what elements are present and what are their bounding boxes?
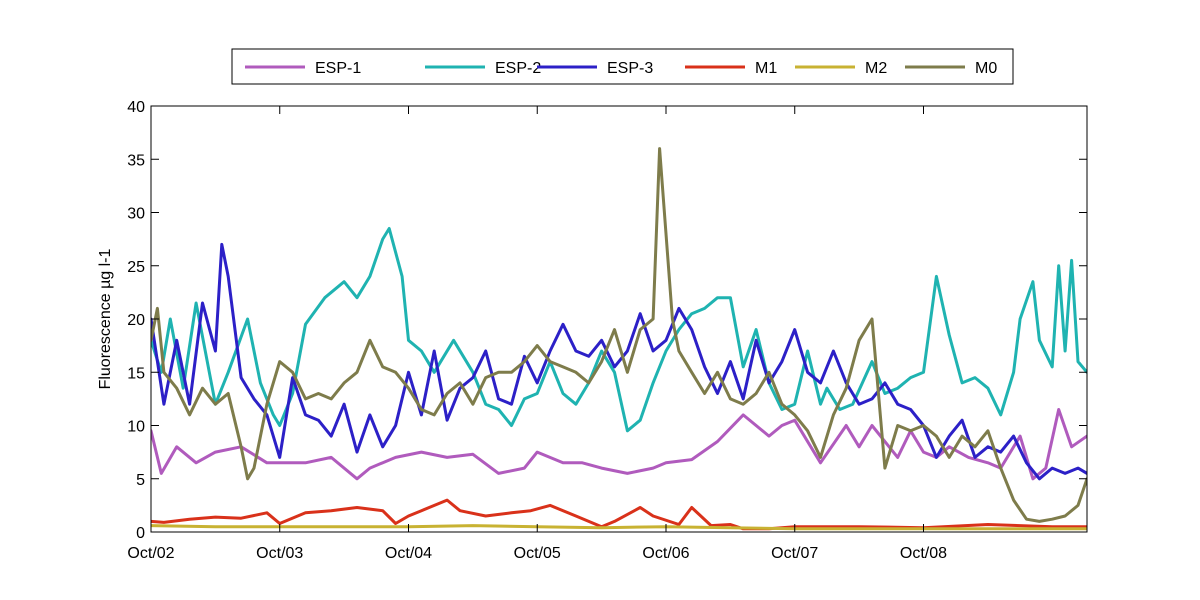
series-layer [151, 147, 1087, 531]
y-tick-label: 0 [136, 525, 145, 542]
y-axis-title: Fluorescence µg l-1 [97, 248, 114, 389]
y-tick-label: 5 [136, 472, 145, 489]
x-tick-label: Oct/02 [127, 545, 174, 562]
legend-label-esp-1: ESP-1 [315, 60, 361, 77]
legend: ESP-1 ESP-2 ESP-3 M1 M2 M0 [231, 48, 1014, 85]
y-tick-label: 15 [127, 365, 145, 382]
legend-label-esp-2: ESP-2 [495, 60, 541, 77]
y-tick-label: 40 [127, 99, 145, 116]
y-tick-label: 25 [127, 259, 145, 276]
y-tick-label: 35 [127, 152, 145, 169]
plot-area [150, 105, 1088, 533]
series-line-m0 [151, 147, 1087, 523]
legend-label-esp-3: ESP-3 [607, 60, 653, 77]
legend-box [231, 48, 1014, 85]
series-line-esp-2 [151, 227, 1087, 433]
x-tick-label: Oct/08 [900, 545, 947, 562]
x-tick-label: Oct/07 [771, 545, 818, 562]
legend-label-m0: M0 [975, 60, 997, 77]
legend-label-m2: M2 [865, 60, 887, 77]
legend-label-m1: M1 [755, 60, 777, 77]
y-axis: 0 5 10 15 20 25 30 35 40 [127, 99, 1087, 542]
y-tick-label: 10 [127, 419, 145, 436]
x-tick-label: Oct/05 [514, 545, 561, 562]
series-line-esp-3 [151, 242, 1087, 481]
series-line-m2 [151, 524, 1087, 531]
x-axis: Oct/02 Oct/03 Oct/04 Oct/05 Oct/06 Oct/07 Oct/… [127, 106, 947, 562]
x-tick-label: Oct/03 [256, 545, 303, 562]
x-tick-label: Oct/06 [642, 545, 689, 562]
y-tick-label: 30 [127, 206, 145, 223]
x-tick-label: Oct/04 [385, 545, 432, 562]
y-tick-label: 20 [127, 312, 145, 329]
series-line-esp-1 [151, 408, 1087, 481]
